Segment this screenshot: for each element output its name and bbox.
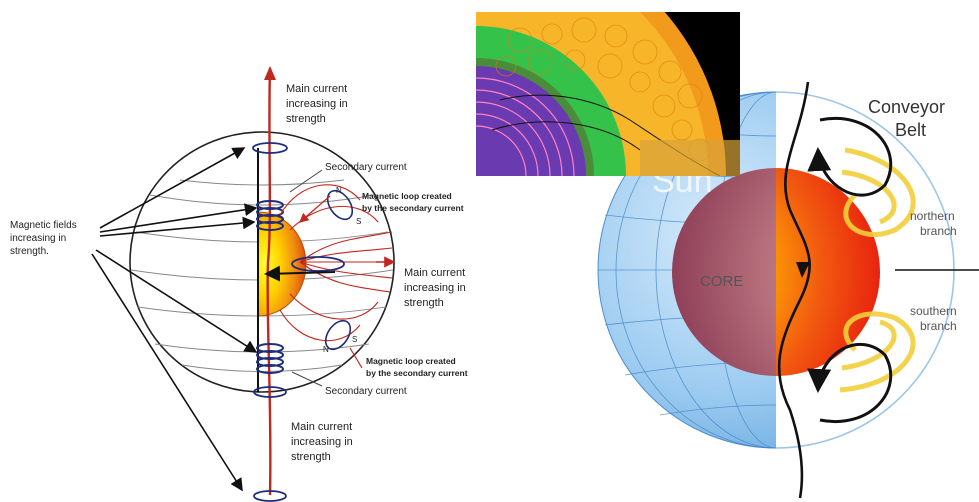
meridional-flow-curve — [777, 81, 811, 499]
s-pole-bottom: S — [352, 335, 357, 344]
middle-current-loop — [291, 256, 345, 272]
s-pole-top: S — [356, 217, 361, 226]
northern-branch-label: northern branch — [910, 209, 958, 238]
bottom-current-loop — [253, 490, 287, 502]
core-arrow — [264, 265, 336, 282]
magnetic-loop-bottom — [324, 319, 352, 351]
core-label: CORE — [700, 273, 743, 290]
magnetic-loop-bottom-label: Magnetic loop created by the secondary c… — [366, 356, 468, 378]
main-current-bottom-label: Main current increasing in strength — [291, 421, 356, 463]
conveyor-belt-loops — [839, 147, 916, 393]
magnetic-field-pointers — [91, 147, 258, 492]
top-current-loop — [252, 142, 288, 154]
main-current-right-label: Main current increasing in strength — [404, 267, 469, 309]
magnetic-fields-label: Magnetic fields increasing in strength. — [10, 220, 79, 257]
magnetic-loop-top-label: Magnetic loop created by the secondary c… — [362, 191, 464, 213]
core-right-half — [776, 168, 880, 376]
bottom-current-loop-upper — [253, 386, 287, 398]
main-current-line — [266, 67, 272, 496]
secondary-current-bottom-label: Secondary current — [325, 386, 407, 397]
n-pole-bottom: N — [323, 345, 329, 354]
convection-inset-image — [476, 12, 740, 176]
main-current-top-label: Main current increasing in strength — [286, 83, 351, 125]
n-pole-top: N — [336, 186, 342, 195]
left-sun-diagram: Main current increasing in strength Seco… — [10, 66, 469, 502]
conveyor-belt-label: Conveyor Belt — [868, 97, 950, 140]
secondary-current-top-label: Secondary current — [325, 162, 407, 173]
bottom-coil — [256, 343, 284, 374]
right-sun-diagram: Sun CORE Conveyor Belt northern branch s… — [597, 81, 979, 499]
flow-loops — [807, 117, 893, 423]
magnetic-loop-top — [326, 189, 354, 221]
southern-branch-label: southern branch — [910, 304, 960, 333]
core-left-half — [672, 168, 776, 376]
